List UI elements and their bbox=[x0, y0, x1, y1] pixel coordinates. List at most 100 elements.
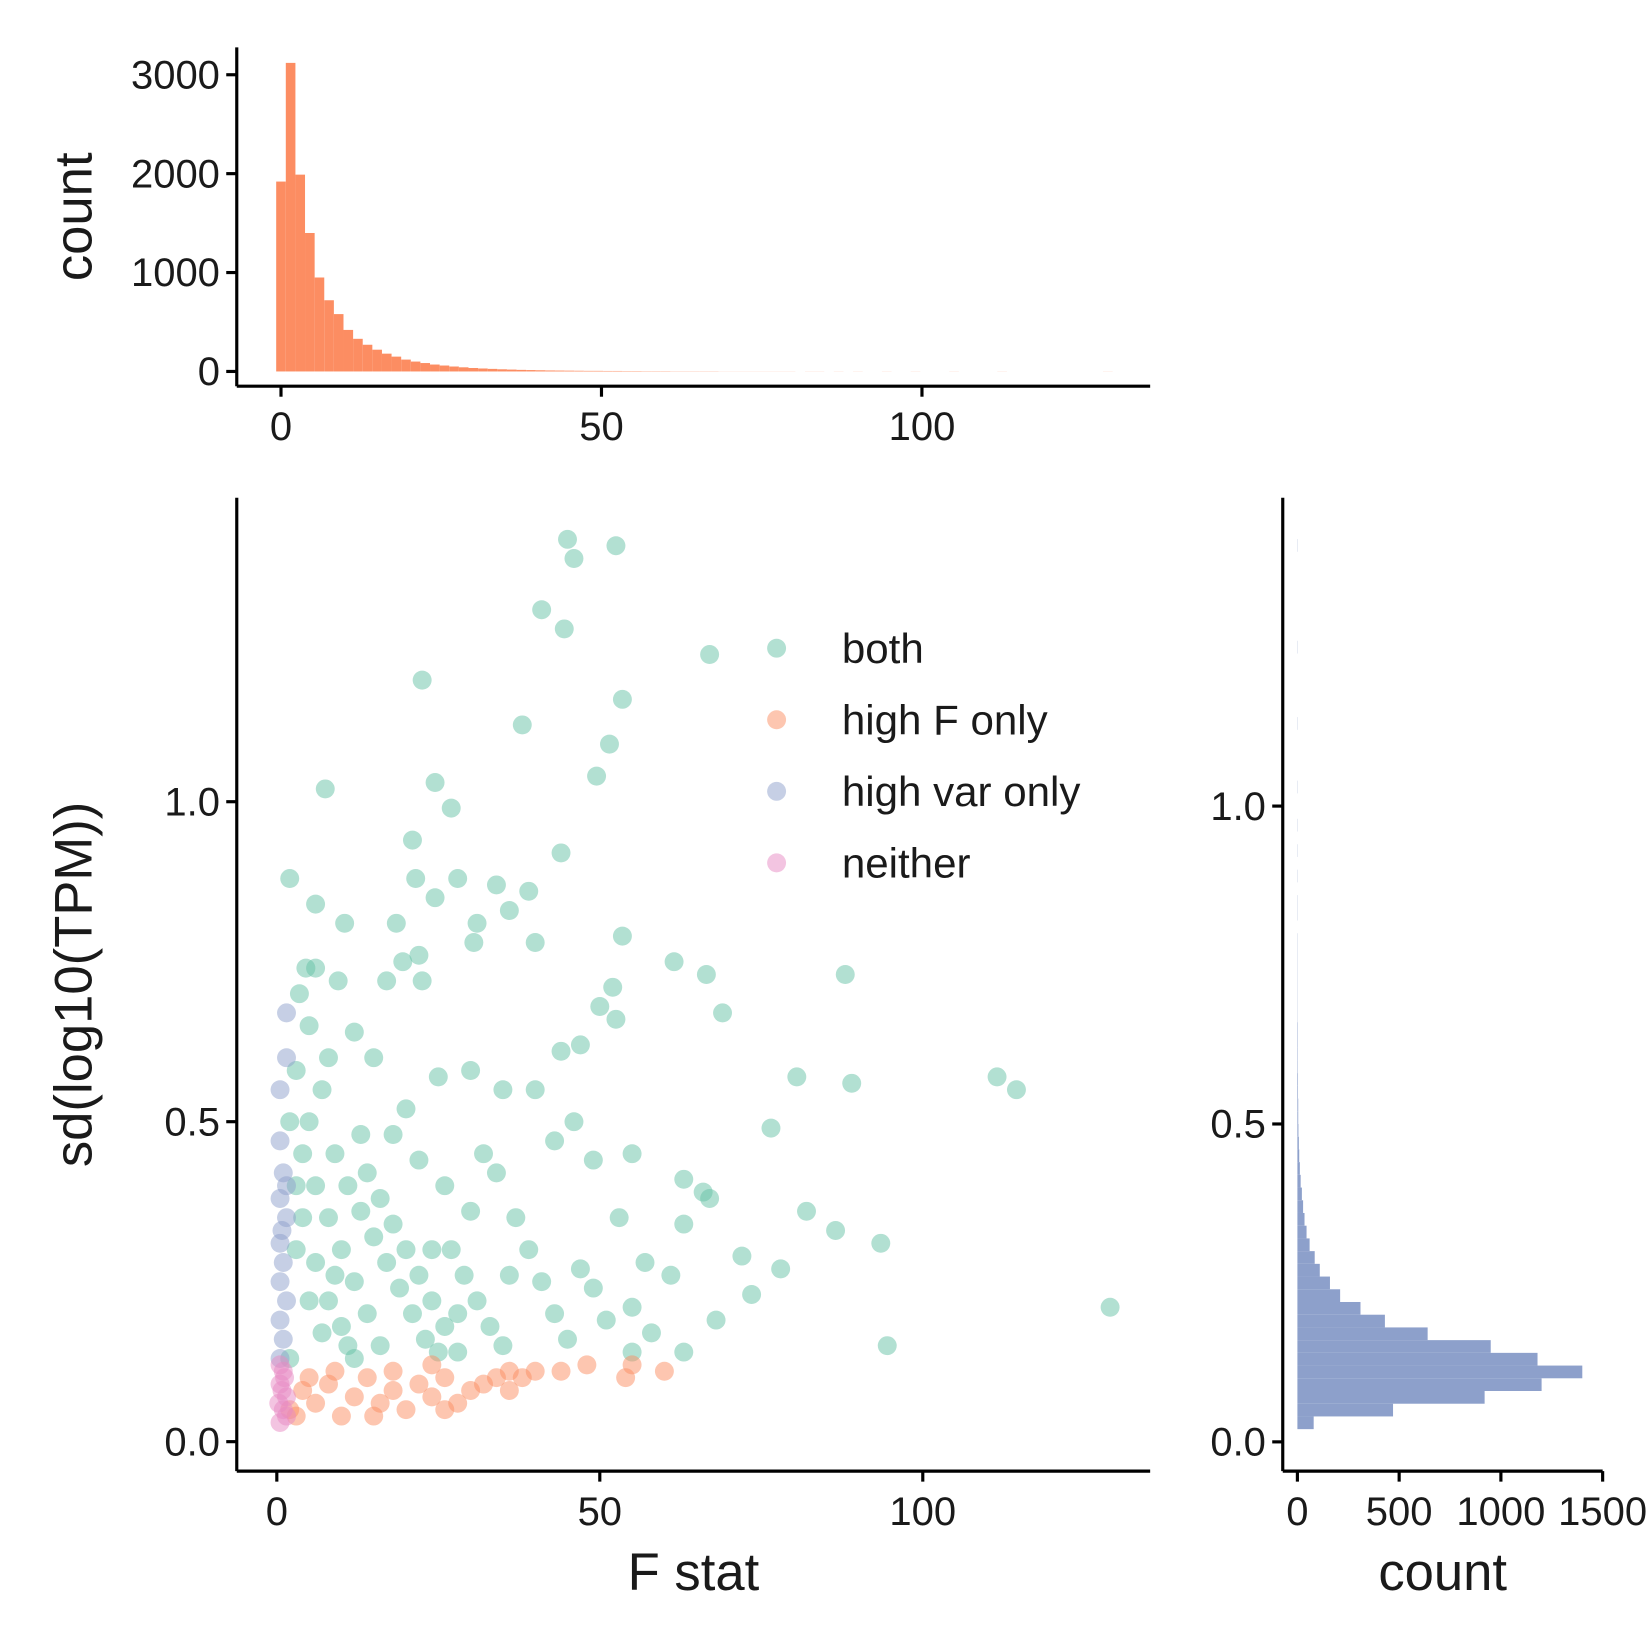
point bbox=[661, 1265, 681, 1285]
legend-label: high F only bbox=[842, 697, 1048, 744]
point bbox=[441, 798, 461, 818]
x-axis-title: F stat bbox=[628, 1543, 760, 1602]
bar bbox=[468, 367, 479, 372]
point bbox=[299, 1112, 319, 1132]
point bbox=[612, 926, 632, 946]
point bbox=[609, 1208, 629, 1228]
bar bbox=[1297, 1123, 1299, 1137]
point bbox=[674, 1342, 694, 1362]
x-tick-label: 0 bbox=[266, 1490, 288, 1534]
point bbox=[270, 1272, 290, 1292]
point bbox=[693, 1182, 713, 1202]
bar bbox=[593, 370, 604, 372]
bar bbox=[381, 353, 392, 372]
point bbox=[383, 1125, 403, 1144]
bar bbox=[1297, 1251, 1315, 1264]
bar bbox=[295, 174, 306, 372]
point bbox=[325, 1361, 345, 1381]
bar bbox=[1297, 1403, 1394, 1417]
legend-label: high var only bbox=[842, 768, 1081, 815]
point bbox=[467, 913, 487, 933]
point bbox=[871, 1233, 891, 1253]
point bbox=[512, 715, 532, 735]
point bbox=[622, 1355, 642, 1375]
point bbox=[642, 1323, 661, 1343]
bar bbox=[420, 363, 431, 372]
legend-marker bbox=[767, 781, 787, 801]
point bbox=[696, 965, 716, 984]
point bbox=[558, 529, 577, 549]
point bbox=[532, 600, 552, 620]
point bbox=[435, 1368, 455, 1388]
point bbox=[583, 1150, 603, 1170]
bar bbox=[555, 370, 565, 372]
point bbox=[480, 1317, 500, 1336]
point bbox=[370, 1189, 390, 1208]
point bbox=[428, 1067, 448, 1087]
point bbox=[377, 971, 397, 991]
point bbox=[396, 1400, 416, 1420]
point bbox=[357, 1304, 377, 1324]
point bbox=[600, 734, 619, 754]
bar bbox=[574, 370, 584, 372]
y-axis-title: sd(log10(TPM)) bbox=[45, 802, 104, 1167]
point bbox=[409, 1374, 429, 1394]
point bbox=[525, 1080, 545, 1100]
point bbox=[441, 1240, 461, 1260]
bar bbox=[1297, 1200, 1304, 1213]
bar bbox=[1297, 1238, 1310, 1252]
point bbox=[835, 965, 855, 984]
bar bbox=[535, 370, 546, 372]
bar bbox=[526, 370, 536, 372]
point bbox=[499, 1265, 519, 1285]
point bbox=[532, 1272, 552, 1292]
point bbox=[587, 766, 607, 786]
point bbox=[312, 1080, 332, 1100]
point bbox=[270, 1131, 290, 1151]
point bbox=[383, 1214, 403, 1234]
point bbox=[826, 1221, 846, 1240]
point bbox=[289, 984, 309, 1004]
bar bbox=[478, 368, 488, 372]
point bbox=[674, 1169, 694, 1189]
point bbox=[570, 1035, 590, 1055]
point bbox=[545, 1304, 565, 1324]
point bbox=[612, 689, 632, 709]
point bbox=[464, 933, 484, 952]
bar bbox=[1297, 1352, 1538, 1366]
point bbox=[402, 830, 422, 850]
point bbox=[435, 1176, 455, 1196]
bar bbox=[439, 365, 450, 372]
point bbox=[406, 869, 426, 888]
point bbox=[1100, 1297, 1120, 1317]
point bbox=[280, 869, 300, 888]
point bbox=[635, 1253, 655, 1272]
point bbox=[448, 1342, 468, 1362]
point bbox=[306, 1393, 326, 1413]
point bbox=[409, 1265, 429, 1285]
point bbox=[486, 1163, 506, 1183]
point bbox=[312, 1323, 332, 1343]
point bbox=[606, 536, 626, 556]
point bbox=[396, 1099, 416, 1119]
y-tick-label: 0.0 bbox=[1210, 1421, 1266, 1465]
bar bbox=[401, 359, 411, 372]
point bbox=[286, 1240, 306, 1260]
point bbox=[396, 1240, 416, 1260]
point bbox=[603, 977, 623, 997]
point bbox=[331, 1317, 351, 1336]
point bbox=[277, 1048, 296, 1068]
point bbox=[299, 1291, 319, 1311]
point bbox=[296, 958, 316, 978]
point bbox=[564, 549, 584, 569]
point bbox=[551, 1041, 571, 1061]
x-tick-label: 50 bbox=[579, 405, 623, 449]
bar bbox=[458, 367, 469, 372]
point bbox=[842, 1073, 862, 1093]
point bbox=[425, 773, 445, 792]
point bbox=[461, 1201, 481, 1221]
point bbox=[338, 1336, 358, 1356]
point bbox=[357, 1368, 377, 1388]
bar bbox=[410, 361, 421, 372]
bar bbox=[1297, 1416, 1314, 1430]
